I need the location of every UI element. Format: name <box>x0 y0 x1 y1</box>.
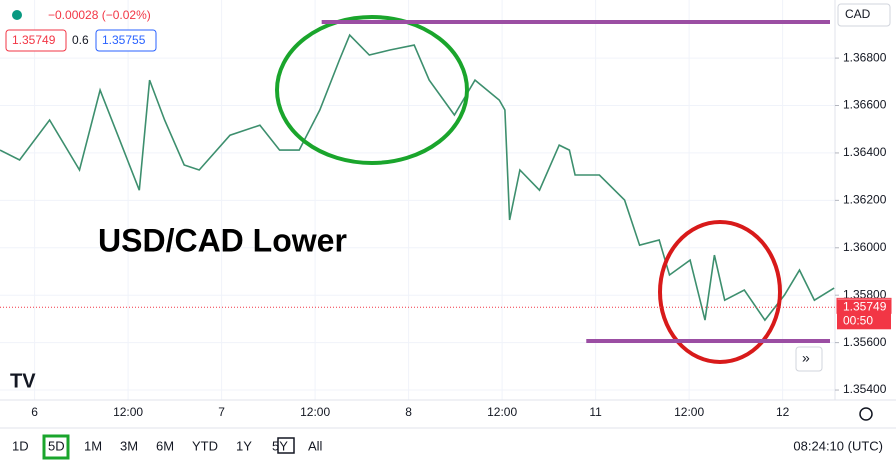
highlight-ellipse <box>658 220 782 364</box>
ask-box[interactable] <box>95 29 157 52</box>
range-button[interactable]: YTD <box>192 438 218 453</box>
logo: TV <box>10 370 36 392</box>
bid: 1.35749 <box>12 33 56 47</box>
change: −0.00028 (−0.02%) <box>48 8 151 22</box>
x-tick-label: 6 <box>31 405 38 419</box>
date-icon[interactable] <box>277 437 295 454</box>
grid <box>0 0 835 400</box>
spread: 0.6 <box>72 33 89 47</box>
range-button[interactable]: 1Y <box>236 438 252 453</box>
annotation-title: USD/CAD Lower <box>98 222 347 258</box>
last-price-label: 1.35749 <box>843 299 887 313</box>
x-tick-label: 7 <box>218 405 225 419</box>
y-tick-label: 1.36600 <box>843 98 887 112</box>
countdown: 00:50 <box>843 313 873 327</box>
x-tick-label: 11 <box>589 405 602 419</box>
ask: 1.35755 <box>102 33 146 47</box>
currency: CAD <box>845 7 871 21</box>
y-tick-label: 1.36200 <box>843 193 887 207</box>
plot <box>0 33 835 322</box>
scroll-icon: » <box>802 350 810 366</box>
settings-icon[interactable] <box>859 407 873 421</box>
y-tick-label: 1.36400 <box>843 145 887 159</box>
range-button[interactable]: 1M <box>84 438 102 453</box>
x-tick-label: 12:00 <box>300 405 330 419</box>
y-tick-label: 1.35400 <box>843 382 887 396</box>
range-button[interactable]: 5Y <box>272 438 288 453</box>
y-tick-label: 1.36000 <box>843 240 887 254</box>
x-tick-label: 12:00 <box>113 405 143 419</box>
y-tick-label: 1.35600 <box>843 335 887 349</box>
clock: 08:24:10 (UTC) <box>793 438 883 453</box>
price-line <box>0 33 835 322</box>
range-button[interactable]: 1D <box>12 438 29 453</box>
bid-box[interactable] <box>5 29 67 52</box>
last-price-box <box>837 299 891 330</box>
x-tick-label: 12 <box>776 405 790 419</box>
scroll-button[interactable] <box>795 346 823 372</box>
highlight-ellipse <box>275 15 469 165</box>
range-button[interactable]: All <box>308 438 323 453</box>
x-tick-label: 12:00 <box>674 405 704 419</box>
status-dot <box>12 10 22 20</box>
range-button[interactable]: 6M <box>156 438 174 453</box>
y-tick-label: 1.36800 <box>843 50 887 64</box>
range-active <box>42 434 70 460</box>
range-button[interactable]: 5D <box>48 438 65 453</box>
x-tick-label: 8 <box>405 405 412 419</box>
range-button[interactable]: 3M <box>120 438 138 453</box>
x-tick-label: 12:00 <box>487 405 517 419</box>
currency-button[interactable] <box>837 3 891 27</box>
